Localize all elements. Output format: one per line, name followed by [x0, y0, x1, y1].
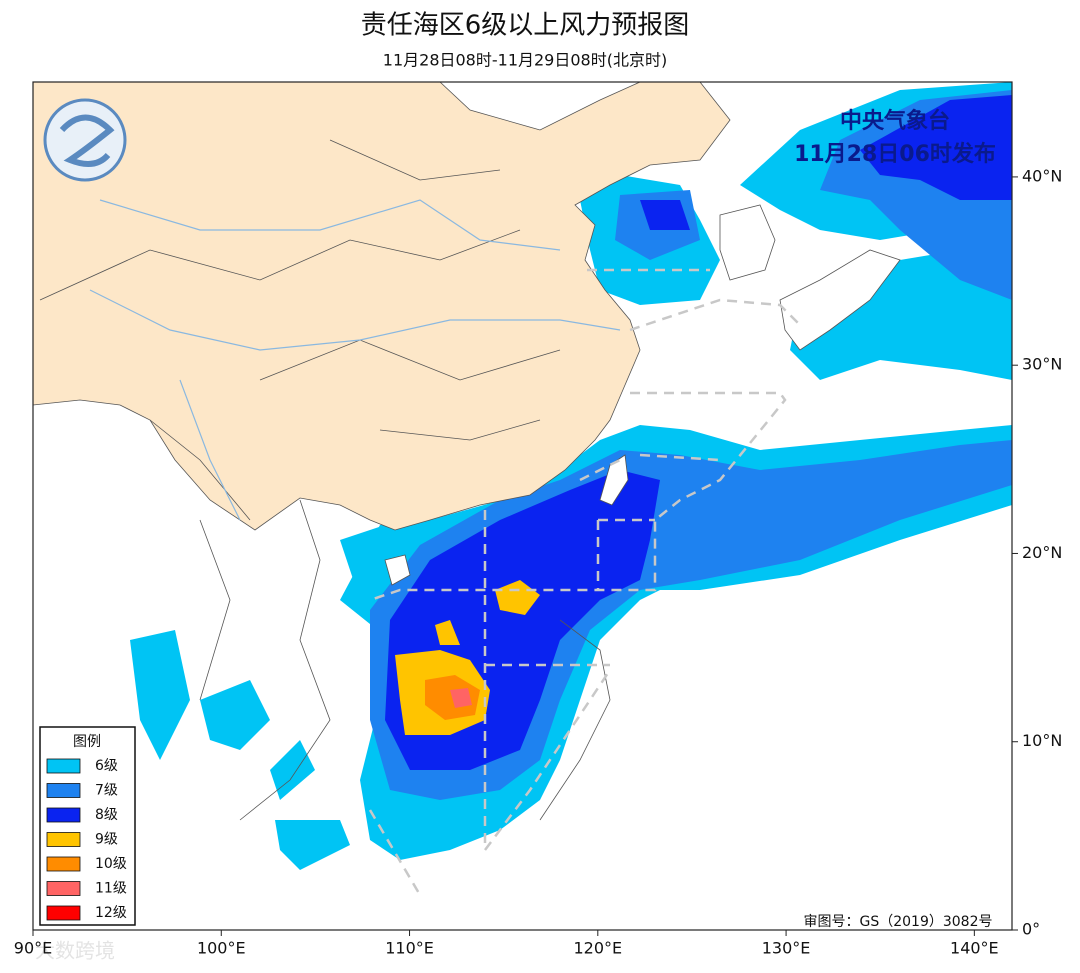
- legend-swatch: [46, 783, 81, 798]
- legend-label: 11级: [95, 881, 127, 897]
- lon-tick-label: 90°E: [14, 939, 52, 958]
- legend-swatch: [46, 905, 81, 921]
- lat-tick-label: 20°N: [1022, 543, 1062, 562]
- subtitle: 11月28日08时-11月29日08时(北京时): [383, 51, 667, 70]
- lon-tick-label: 120°E: [573, 939, 622, 958]
- wind-area: [640, 95, 1012, 230]
- legend-swatch: [46, 807, 81, 823]
- title: 责任海区6级以上风力预报图: [361, 11, 690, 41]
- legend-label: 6级: [95, 758, 118, 774]
- map-body: [33, 82, 1012, 930]
- wind-areas: [130, 82, 1012, 870]
- issue-time: 11月28日06时发布: [794, 141, 996, 167]
- legend-label: 10级: [95, 856, 127, 872]
- legend-swatch: [46, 832, 81, 847]
- lat-tick-label: 0°: [1022, 920, 1040, 939]
- wind-area: [130, 525, 395, 870]
- legend-swatch: [46, 881, 81, 896]
- legend-label: 7级: [95, 783, 118, 799]
- lon-tick-label: 140°E: [950, 939, 999, 958]
- lon-tick-label: 110°E: [385, 939, 434, 958]
- watermark: 大数跨境: [35, 939, 115, 963]
- lon-tick-label: 130°E: [762, 939, 811, 958]
- lon-tick-label: 100°E: [197, 939, 246, 958]
- map-frame: [32, 81, 1013, 931]
- legend-title: 图例: [73, 734, 101, 750]
- wind-area: [450, 688, 472, 708]
- legend-label: 12级: [95, 905, 127, 921]
- lat-tick-label: 30°N: [1022, 355, 1062, 374]
- legend-label: 8级: [95, 807, 118, 823]
- lat-tick-label: 40°N: [1022, 166, 1062, 185]
- approval-number: 审图号：GS（2019）3082号: [804, 914, 993, 930]
- legend: 图例 6级 7级 8级 9级 10级 11级 12级: [39, 726, 136, 926]
- lat-tick-label: 10°N: [1022, 731, 1062, 750]
- issuer-name: 中央气象台: [840, 108, 950, 134]
- legend-swatch: [46, 758, 81, 774]
- zone-lines: [368, 268, 801, 896]
- legend-label: 9级: [95, 832, 118, 848]
- legend-swatch: [46, 856, 81, 872]
